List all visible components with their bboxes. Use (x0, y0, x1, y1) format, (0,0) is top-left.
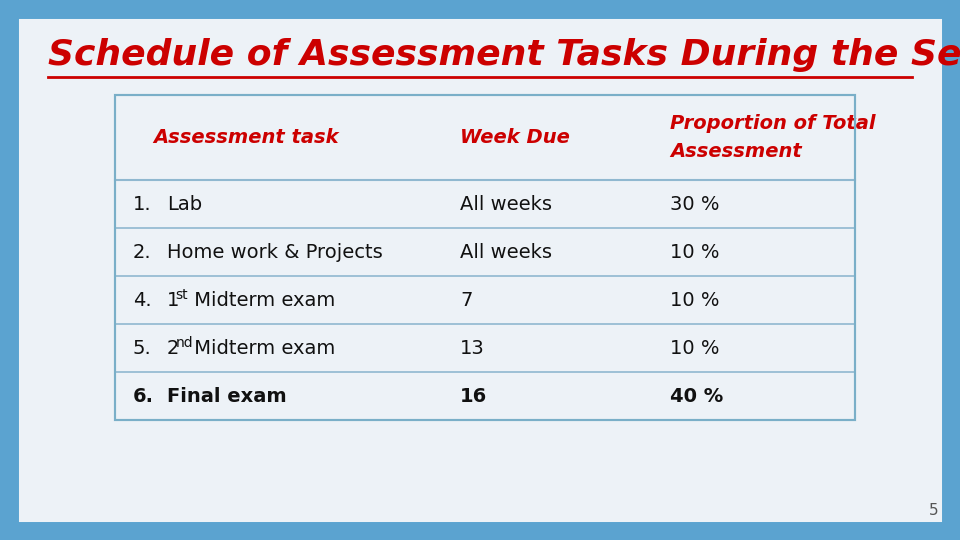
Text: Lab: Lab (167, 194, 203, 213)
Text: All weeks: All weeks (460, 194, 552, 213)
Text: st: st (176, 288, 188, 302)
Text: All weeks: All weeks (460, 242, 552, 261)
Text: 5: 5 (928, 503, 938, 518)
Text: 1: 1 (167, 291, 180, 309)
Text: 10 %: 10 % (670, 339, 719, 357)
Text: Final exam: Final exam (167, 387, 287, 406)
Text: 1.: 1. (133, 194, 152, 213)
Text: 5.: 5. (133, 339, 152, 357)
Text: Home work & Projects: Home work & Projects (167, 242, 383, 261)
Text: 16: 16 (460, 387, 488, 406)
Text: 13: 13 (460, 339, 485, 357)
Text: 4.: 4. (133, 291, 152, 309)
Text: Midterm exam: Midterm exam (187, 291, 335, 309)
Text: nd: nd (176, 336, 193, 350)
Text: Assessment: Assessment (670, 142, 802, 161)
Text: 7: 7 (460, 291, 472, 309)
Text: 30 %: 30 % (670, 194, 719, 213)
Text: 6.: 6. (133, 387, 154, 406)
Text: Midterm exam: Midterm exam (187, 339, 335, 357)
Text: 40 %: 40 % (670, 387, 723, 406)
Text: 2.: 2. (133, 242, 152, 261)
Bar (115, 95, 855, 420)
Text: Assessment task: Assessment task (153, 128, 339, 147)
Text: Schedule of Assessment Tasks During the Semester: Schedule of Assessment Tasks During the … (48, 38, 960, 72)
Bar (115, 95, 855, 420)
Text: 10 %: 10 % (670, 291, 719, 309)
Text: Proportion of Total: Proportion of Total (670, 114, 876, 133)
Text: 10 %: 10 % (670, 242, 719, 261)
Text: Week Due: Week Due (460, 128, 570, 147)
Text: 2: 2 (167, 339, 180, 357)
